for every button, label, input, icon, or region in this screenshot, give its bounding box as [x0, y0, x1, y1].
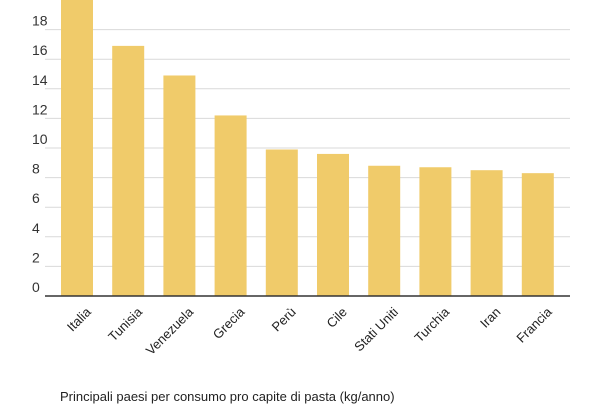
x-category-label: Cile — [323, 304, 349, 330]
y-tick-label: 2 — [32, 249, 40, 265]
bars — [61, 0, 554, 297]
x-category-label: Francia — [513, 304, 555, 346]
bar-perù — [265, 149, 298, 296]
y-tick-label: 8 — [32, 161, 40, 177]
y-tick-label: 6 — [32, 190, 40, 206]
x-category-label: Venezuela — [143, 304, 197, 358]
y-tick-label: 10 — [32, 131, 48, 147]
x-category-label: Tunisia — [105, 304, 145, 344]
bar-stati-uniti — [368, 165, 401, 296]
x-category-label: Italia — [64, 304, 95, 335]
bar-iran — [470, 170, 503, 296]
x-category-label: Stati Uniti — [351, 304, 401, 354]
x-category-label: Iran — [477, 304, 503, 330]
y-tick-label: 0 — [32, 279, 40, 295]
bar-grecia — [214, 115, 247, 296]
y-axis-ticks: 0 2 4 6 8 10 12 14 16 18 — [32, 13, 48, 295]
chart-footnote: Principali paesi per consumo pro capite … — [60, 389, 395, 404]
y-tick-label: 4 — [32, 220, 40, 236]
y-tick-label: 14 — [32, 72, 48, 88]
x-category-label: Turchia — [411, 304, 452, 345]
y-tick-label: 16 — [32, 42, 48, 58]
bar-francia — [521, 173, 554, 296]
x-category-label: Perù — [269, 304, 299, 334]
bar-venezuela — [163, 75, 196, 296]
x-category-label: Grecia — [210, 304, 248, 342]
bar-turchia — [419, 167, 452, 296]
bar-tunisia — [112, 45, 145, 296]
bar-italia — [61, 0, 93, 297]
y-tick-label: 18 — [32, 13, 48, 29]
y-tick-label: 12 — [32, 101, 48, 117]
bar-cile — [317, 153, 349, 296]
